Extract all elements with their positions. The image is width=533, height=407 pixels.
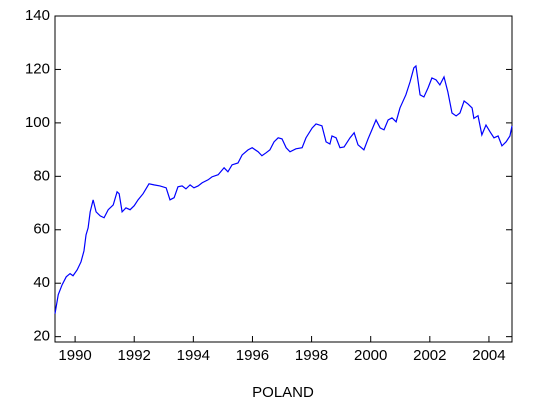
- x-tick-label: 2004: [472, 347, 505, 364]
- y-tick-label: 100: [25, 114, 50, 131]
- x-tick-label: 2002: [413, 347, 446, 364]
- x-axis-label: POLAND: [252, 384, 314, 401]
- plot-frame: [54, 15, 513, 343]
- x-tick-label: 1998: [295, 347, 328, 364]
- x-tick-label: 1992: [118, 347, 151, 364]
- y-tick-label: 140: [25, 7, 50, 24]
- x-tick-label: 1990: [58, 347, 91, 364]
- x-tick-label: 1994: [177, 347, 210, 364]
- y-tick-label: 40: [33, 274, 50, 291]
- data-line: [54, 64, 513, 314]
- y-tick-label: 20: [33, 328, 50, 345]
- x-tick-label: 1996: [236, 347, 269, 364]
- x-tick-label: 2000: [354, 347, 387, 364]
- y-tick-label: 80: [33, 167, 50, 184]
- y-tick-label: 60: [33, 221, 50, 238]
- y-tick-label: 120: [25, 60, 50, 77]
